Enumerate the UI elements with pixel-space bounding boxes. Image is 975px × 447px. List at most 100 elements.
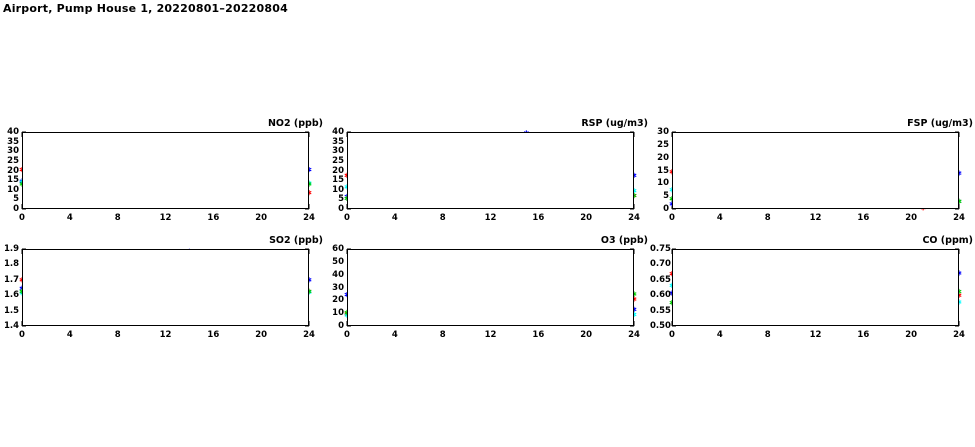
x-axis-tick-label: 0 bbox=[344, 213, 350, 223]
x-axis-tick-label: 24 bbox=[953, 213, 965, 223]
x-axis-tick-label: 20 bbox=[905, 213, 918, 223]
x-axis-tick-label: 20 bbox=[255, 213, 268, 223]
panel-title: NO2 (ppb) bbox=[267, 118, 323, 129]
y-axis-tick-label: 0 bbox=[663, 203, 669, 214]
x-axis-tick-label: 12 bbox=[484, 330, 497, 340]
y-axis-tick-label: 0.65 bbox=[650, 274, 671, 285]
x-axis-tick-label: 16 bbox=[532, 213, 545, 223]
page-title: Airport, Pump House 1, 20220801–20220804 bbox=[3, 2, 288, 15]
x-axis-tick-label: 24 bbox=[628, 213, 640, 223]
y-axis-tick-label: 15 bbox=[657, 165, 669, 176]
x-axis-tick-label: 8 bbox=[439, 213, 446, 223]
series-markers-day3 bbox=[19, 274, 312, 311]
y-axis-tick-label: 15 bbox=[7, 174, 19, 185]
y-axis-tick-label: 1.4 bbox=[3, 320, 19, 331]
y-axis-tick-label: 5 bbox=[663, 190, 669, 201]
y-axis-tick-label: 25 bbox=[7, 155, 19, 166]
x-axis-tick-label: 4 bbox=[66, 330, 73, 340]
x-axis-tick-label: 8 bbox=[439, 330, 446, 340]
x-axis-tick-label: 0 bbox=[344, 330, 350, 340]
y-axis-tick-label: 30 bbox=[657, 126, 669, 137]
x-axis-tick-label: 12 bbox=[159, 213, 172, 223]
y-axis-tick-label: 0.75 bbox=[650, 243, 671, 254]
x-axis-tick-label: 0 bbox=[19, 213, 25, 223]
y-axis-tick-label: 40 bbox=[332, 126, 344, 137]
y-axis-tick-label: 50 bbox=[332, 256, 344, 267]
x-axis-tick-label: 20 bbox=[905, 330, 918, 340]
y-axis-tick-label: 30 bbox=[332, 146, 344, 156]
y-axis-tick-label: 35 bbox=[332, 136, 344, 147]
y-axis-tick-label: 20 bbox=[332, 295, 344, 306]
x-axis-tick-label: 4 bbox=[716, 213, 723, 223]
x-axis-tick-label: 16 bbox=[207, 330, 220, 340]
y-axis-tick-label: 0.70 bbox=[650, 259, 671, 270]
x-axis-tick-label: 24 bbox=[953, 330, 965, 340]
y-axis-tick-label: 35 bbox=[7, 136, 19, 147]
x-axis-tick-label: 24 bbox=[303, 213, 315, 223]
y-axis-tick-label: 1.6 bbox=[3, 289, 19, 300]
series-markers-day2 bbox=[669, 252, 962, 300]
panel-title: FSP (ug/m3) bbox=[907, 118, 973, 129]
y-axis-tick-label: 40 bbox=[7, 126, 19, 137]
x-axis-tick-label: 8 bbox=[114, 330, 121, 340]
y-axis-tick-label: 10 bbox=[7, 184, 19, 195]
chart-panel-fsp: FSP (ug/m3) 0 5 10 15 20 25 30 0 4 8 12 16 20 24 bbox=[650, 118, 975, 235]
y-axis-tick-label: 20 bbox=[7, 165, 19, 176]
x-axis-tick-label: 0 bbox=[669, 330, 675, 340]
y-axis-tick-label: 1.5 bbox=[3, 305, 19, 316]
y-axis-tick-label: 0 bbox=[338, 203, 344, 214]
y-axis-tick-label: 1.8 bbox=[3, 259, 19, 270]
chart-panel-so2: SO2 (ppb) 1.4 1.5 1.6 1.7 1.8 1.9 0 4 8 12 16 20 24 bbox=[0, 235, 325, 352]
panel-title: RSP (ug/m3) bbox=[581, 118, 648, 129]
y-axis-tick-label: 5 bbox=[13, 194, 19, 205]
x-axis-tick-label: 16 bbox=[207, 213, 220, 223]
y-axis-tick-label: 30 bbox=[332, 282, 344, 293]
x-axis-tick-label: 24 bbox=[303, 330, 315, 340]
x-axis-tick-label: 8 bbox=[114, 213, 121, 223]
y-axis-tick-label: 40 bbox=[332, 269, 344, 280]
x-axis-tick-label: 0 bbox=[19, 330, 25, 340]
y-axis-tick-label: 10 bbox=[657, 178, 669, 189]
y-axis-tick-label: 20 bbox=[332, 165, 344, 176]
y-axis-tick-label: 0.55 bbox=[650, 305, 671, 316]
x-axis-tick-label: 4 bbox=[66, 213, 73, 223]
chart-panel-no2: NO2 (ppb) 0 5 10 15 20 25 30 35 40 0 4 8 12 16 20 24 bbox=[0, 118, 325, 235]
y-axis-tick-label: 1.7 bbox=[3, 274, 19, 285]
x-axis-tick-label: 20 bbox=[580, 213, 593, 223]
y-axis-tick-label: 10 bbox=[332, 184, 344, 195]
y-axis-tick-label: 5 bbox=[338, 194, 344, 205]
x-axis-tick-label: 16 bbox=[857, 330, 870, 340]
x-axis-tick-label: 12 bbox=[809, 330, 822, 340]
y-axis-tick-label: 0 bbox=[13, 203, 19, 214]
y-axis-tick-label: 15 bbox=[332, 174, 344, 185]
y-axis-tick-label: 1.9 bbox=[3, 243, 19, 254]
y-axis-tick-label: 20 bbox=[657, 152, 669, 163]
x-axis-tick-label: 0 bbox=[669, 213, 675, 223]
panel-title: O3 (ppb) bbox=[600, 235, 648, 246]
y-axis-tick-label: 10 bbox=[332, 307, 344, 318]
x-axis-tick-label: 20 bbox=[580, 330, 593, 340]
x-axis-tick-label: 12 bbox=[484, 213, 497, 223]
x-axis-tick-label: 4 bbox=[391, 213, 398, 223]
chart-panel-rsp: RSP (ug/m3) 0 5 10 15 20 25 30 35 40 0 4 8 12 16 20 24 bbox=[325, 118, 650, 235]
chart-panel-o3: O3 (ppb) 0 10 20 30 40 50 60 0 4 8 12 16 20 24 bbox=[325, 235, 650, 352]
y-axis-tick-label: 30 bbox=[7, 146, 19, 156]
x-axis-tick-label: 4 bbox=[391, 330, 398, 340]
x-axis-tick-label: 4 bbox=[716, 330, 723, 340]
y-axis-tick-label: 0.60 bbox=[650, 289, 671, 300]
x-axis-tick-label: 12 bbox=[159, 330, 172, 340]
y-axis-tick-label: 25 bbox=[657, 139, 669, 150]
chart-panel-co: CO (ppm) 0.50 0.55 0.60 0.65 0.70 0.75 0 4 8 12 16 2… bbox=[650, 235, 975, 352]
panel-title: SO2 (ppb) bbox=[269, 235, 323, 246]
y-axis-tick-label: 60 bbox=[332, 243, 344, 254]
y-axis-tick-label: 0.50 bbox=[650, 320, 671, 331]
x-axis-tick-label: 8 bbox=[764, 330, 771, 340]
x-axis-tick-label: 16 bbox=[857, 213, 870, 223]
y-axis-tick-label: 25 bbox=[332, 155, 344, 166]
x-axis-tick-label: 8 bbox=[764, 213, 771, 223]
x-axis-tick-label: 12 bbox=[809, 213, 822, 223]
x-axis-tick-label: 24 bbox=[628, 330, 640, 340]
x-axis-tick-label: 16 bbox=[532, 330, 545, 340]
x-axis-tick-label: 20 bbox=[255, 330, 268, 340]
y-axis-tick-label: 0 bbox=[338, 320, 344, 331]
